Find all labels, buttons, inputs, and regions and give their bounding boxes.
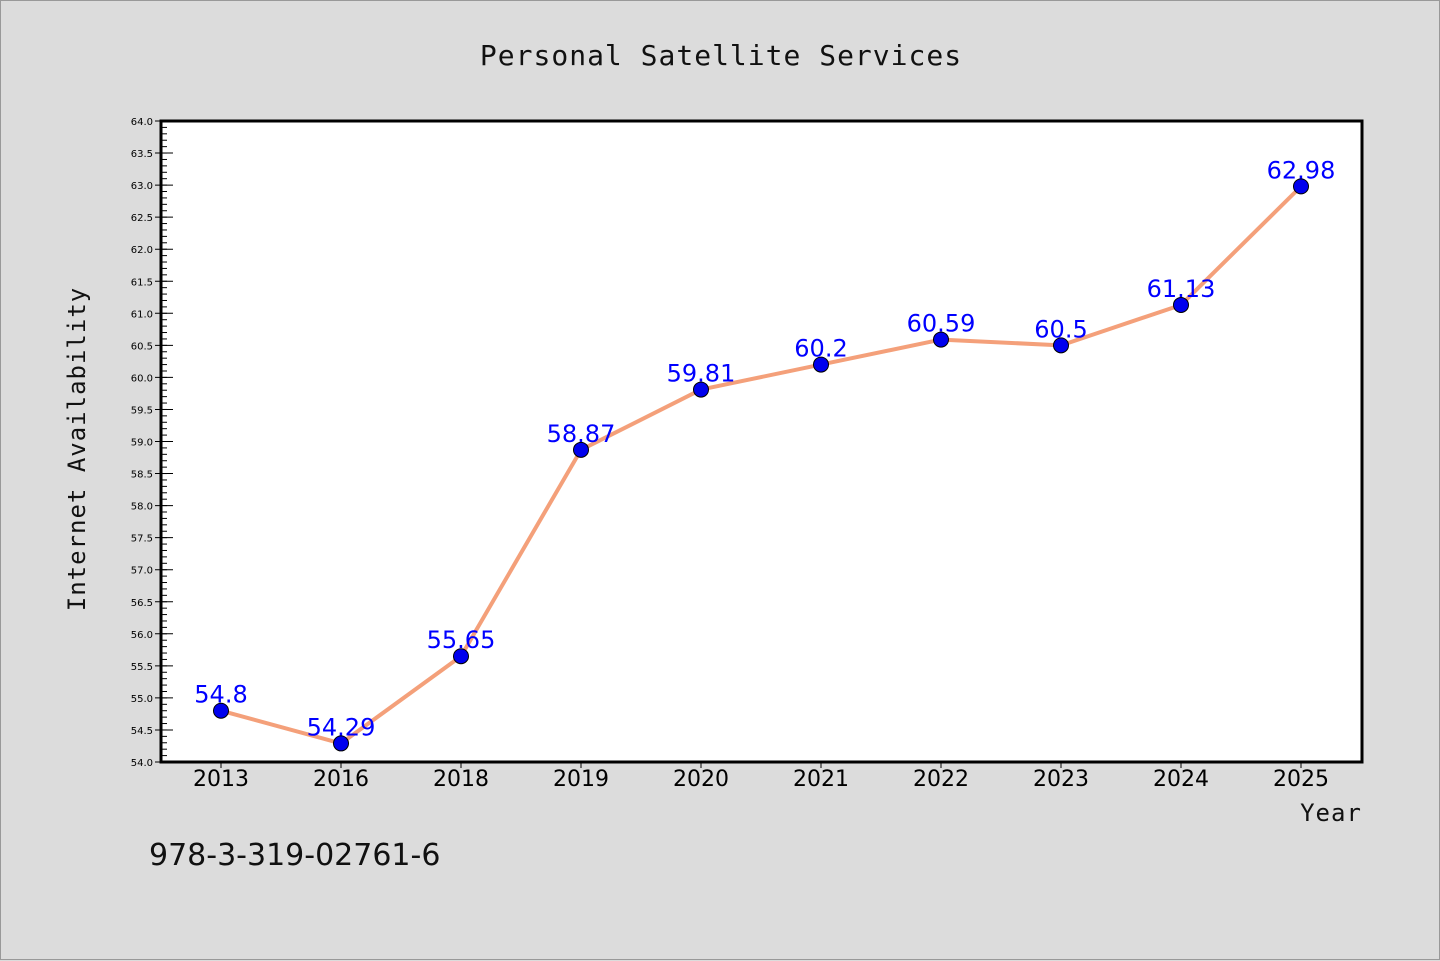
data-label: 60.5 — [1034, 315, 1087, 343]
data-point-marker — [933, 331, 949, 348]
y-tick-label: 64.0 — [131, 117, 153, 128]
y-tick-label: 61.0 — [131, 309, 153, 320]
data-point-marker — [573, 441, 589, 458]
x-tick-label: 2022 — [913, 767, 969, 792]
data-point-marker — [333, 735, 349, 752]
data-label: 60.59 — [907, 310, 976, 338]
y-tick-label: 58.5 — [131, 470, 153, 481]
y-tick-label: 59.5 — [131, 405, 153, 416]
data-label: 58.87 — [547, 420, 616, 448]
data-label: 62.98 — [1267, 156, 1336, 184]
y-tick-label: 63.0 — [131, 181, 153, 192]
y-tick-label: 60.5 — [131, 341, 153, 352]
data-point-marker — [693, 381, 709, 398]
y-tick-label: 54.0 — [131, 758, 153, 769]
data-point-marker — [453, 648, 469, 665]
chart-title: Personal Satellite Services — [480, 39, 962, 72]
y-tick-label: 55.5 — [131, 662, 153, 673]
x-tick-label: 2024 — [1153, 767, 1209, 792]
data-point-marker — [813, 356, 829, 373]
data-label: 61.13 — [1147, 275, 1216, 303]
y-axis-title: Internet Availability — [63, 287, 91, 611]
y-tick-label: 56.0 — [131, 630, 153, 641]
y-tick-label: 57.0 — [131, 566, 153, 577]
y-tick-label: 56.5 — [131, 598, 153, 609]
y-tick-label: 59.0 — [131, 438, 153, 449]
y-tick-label: 57.5 — [131, 534, 153, 545]
data-point-marker — [1173, 296, 1189, 313]
x-tick-label: 2025 — [1273, 767, 1329, 792]
plot-area — [159, 119, 1364, 764]
y-tick-label: 63.5 — [131, 149, 153, 160]
data-label: 60.2 — [794, 335, 847, 363]
data-label: 54.29 — [307, 713, 376, 741]
x-axis-title: Year — [1300, 799, 1362, 827]
y-axis: 54.0 54.5 55.0 55.5 56.0 56.5 57.0 57.5 58.0 58.5… — [131, 117, 173, 769]
data-label: 54.8 — [194, 681, 247, 709]
data-point-marker — [1293, 178, 1309, 195]
x-tick-label: 2021 — [793, 767, 849, 792]
y-tick-label: 54.5 — [131, 726, 153, 737]
y-tick-label: 58.0 — [131, 502, 153, 513]
y-tick-label: 61.5 — [131, 277, 153, 288]
x-tick-label: 2016 — [313, 767, 369, 792]
x-tick-label: 2023 — [1033, 767, 1089, 792]
footnote-isbn: 978-3-319-02761-6 — [149, 838, 440, 873]
data-label: 55.65 — [427, 626, 496, 654]
x-tick-label: 2018 — [433, 767, 489, 792]
series-polyline — [219, 184, 1303, 746]
data-point-marker — [1053, 337, 1069, 354]
y-tick-label: 62.5 — [131, 213, 153, 224]
x-tick-label: 2020 — [673, 767, 729, 792]
y-tick-label: 55.0 — [131, 694, 153, 705]
series-line: 54.8 54.29 55.65 58.87 59.81 60.2 60.59 60.5 61.… — [194, 156, 1336, 752]
y-tick-label: 62.0 — [131, 245, 153, 256]
data-label: 59.81 — [667, 360, 736, 388]
data-point-marker — [213, 702, 229, 719]
x-tick-label: 2019 — [553, 767, 609, 792]
x-axis: 2013 2016 2018 2019 2020 2021 2022 2023 2024 2025 — [193, 762, 1329, 792]
x-tick-label: 2013 — [193, 767, 249, 792]
y-tick-label: 60.0 — [131, 373, 153, 384]
